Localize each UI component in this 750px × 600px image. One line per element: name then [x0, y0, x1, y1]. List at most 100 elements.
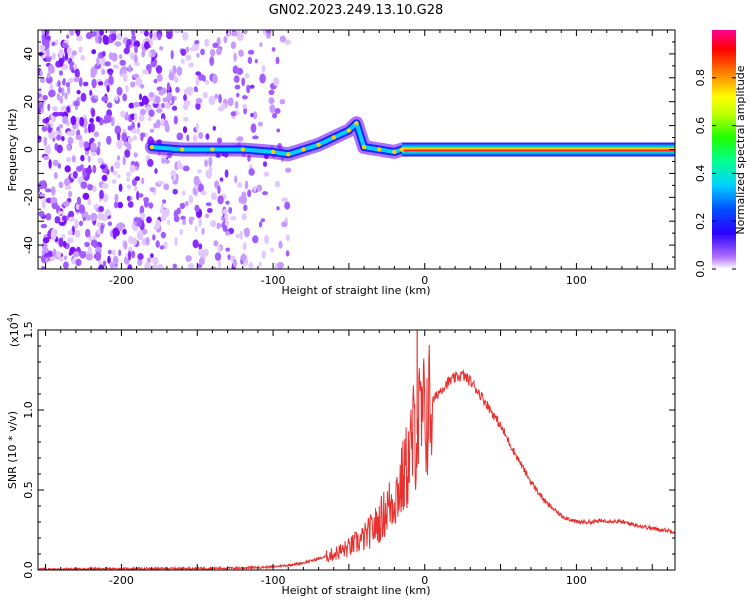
- heatmap-noise-cell: [135, 77, 143, 87]
- heatmap-noise-cell: [218, 94, 222, 104]
- heatmap-noise-cell: [184, 200, 189, 207]
- heatmap-noise-cell: [68, 210, 75, 219]
- heatmap-noise-cell: [275, 56, 280, 65]
- heatmap-noise-cell: [193, 175, 200, 186]
- heatmap-noise-cell: [242, 30, 248, 35]
- colorbar: 0.0 0.2 0.4 0.6 0.8 Normalized spectral ampl…: [694, 30, 747, 278]
- heatmap-noise-cell: [61, 215, 67, 222]
- heatmap-noise-cell: [68, 251, 72, 256]
- heatmap-noise-cell: [86, 253, 93, 261]
- heatmap-noise-cell: [38, 210, 45, 217]
- heatmap-noise-cell: [71, 155, 76, 163]
- heatmap-noise-cell: [227, 97, 234, 107]
- tick-label: 40: [22, 47, 35, 61]
- heatmap-noise-cell: [156, 108, 163, 113]
- heatmap-noise-cell: [138, 114, 145, 122]
- heatmap-noise-cell: [279, 35, 286, 43]
- heatmap-noise-cell: [114, 193, 119, 203]
- heatmap-noise-cell: [53, 172, 58, 179]
- heatmap-noise-cell: [109, 263, 116, 268]
- heatmap-noise-cell: [175, 86, 180, 93]
- heatmap-noise-cell: [68, 77, 73, 84]
- heatmap-noise-cell: [284, 39, 291, 45]
- heatmap-noise-cell: [41, 39, 49, 46]
- heatmap-noise-cell: [91, 108, 96, 118]
- tick-label: 0: [421, 574, 428, 587]
- heatmap-noise-cell: [89, 137, 95, 143]
- heatmap-noise-cell: [43, 196, 47, 204]
- heatmap-noise-cell: [103, 35, 109, 45]
- heatmap-noise-cell: [131, 30, 136, 37]
- heatmap-noise-cell: [259, 42, 263, 47]
- heatmap-noise-cell: [209, 49, 216, 57]
- tick-label: -100: [261, 574, 286, 587]
- heatmap-noise-field: [38, 30, 292, 269]
- heatmap-noise-cell: [114, 161, 121, 169]
- heatmap-noise-cell: [98, 264, 105, 269]
- heatmap-noise-cell: [46, 72, 51, 79]
- heatmap-noise-cell: [156, 263, 164, 269]
- heatmap-noise-cell: [112, 255, 119, 265]
- heatmap-noise-cell: [155, 219, 161, 229]
- heatmap-noise-cell: [252, 235, 259, 244]
- heatmap-noise-cell: [98, 81, 104, 86]
- heatmap-noise-cell: [216, 137, 223, 144]
- heatmap-noise-cell: [233, 52, 237, 63]
- heatmap-noise-cell: [140, 212, 146, 220]
- heatmap-noise-cell: [110, 116, 115, 127]
- snr-x-label: Height of straight line (km): [281, 584, 430, 597]
- heatmap-noise-cell: [66, 130, 72, 136]
- heatmap-noise-cell: [38, 114, 41, 122]
- heatmap-noise-cell: [218, 223, 222, 228]
- heatmap-noise-cell: [195, 97, 203, 104]
- heatmap-noise-cell: [146, 64, 152, 72]
- heatmap-noise-cell: [122, 72, 128, 83]
- heatmap-noise-cell: [56, 93, 61, 101]
- heatmap-noise-cell: [285, 234, 290, 242]
- heatmap-noise-cell: [274, 108, 281, 114]
- heatmap-noise-cell: [230, 111, 237, 117]
- heatmap-noise-cell: [69, 61, 75, 66]
- heatmap-noise-cell: [225, 247, 230, 252]
- heatmap-noise-cell: [145, 236, 150, 246]
- heatmap-noise-cell: [114, 95, 119, 101]
- tick-label: 0: [22, 146, 35, 153]
- snr-panel: -200 -100 0 100 0.0 0.5 1.0 1.5 Height of stra…: [6, 313, 676, 597]
- heatmap-noise-cell: [281, 197, 289, 203]
- heatmap-noise-cell: [78, 204, 85, 215]
- heatmap-x-ticks: -200 -100 0 100: [45, 30, 668, 287]
- tick-label: 0.6: [694, 117, 707, 135]
- heatmap-noise-cell: [58, 57, 64, 67]
- heatmap-noise-cell: [75, 30, 81, 37]
- heatmap-noise-cell: [102, 260, 107, 267]
- heatmap-noise-cell: [250, 123, 257, 133]
- heatmap-noise-cell: [91, 78, 97, 89]
- heatmap-noise-cell: [176, 160, 182, 169]
- heatmap-noise-cell: [66, 237, 74, 244]
- heatmap-noise-cell: [194, 40, 200, 45]
- heatmap-noise-cell: [246, 84, 251, 94]
- heatmap-noise-cell: [79, 220, 83, 227]
- heatmap-noise-cell: [151, 264, 159, 269]
- heatmap-noise-cell: [269, 104, 276, 114]
- heatmap-noise-cell: [92, 164, 97, 174]
- heatmap-noise-cell: [98, 205, 104, 213]
- heatmap-noise-cell: [74, 68, 80, 78]
- heatmap-noise-cell: [285, 167, 292, 173]
- heatmap-noise-cell: [95, 116, 101, 123]
- heatmap-noise-cell: [176, 132, 184, 141]
- heatmap-noise-cell: [38, 87, 43, 95]
- heatmap-noise-cell: [66, 85, 71, 95]
- heatmap-noise-cell: [104, 61, 111, 67]
- heatmap-noise-cell: [141, 50, 146, 58]
- tick-label: -200: [109, 274, 134, 287]
- heatmap-noise-cell: [90, 142, 97, 151]
- heatmap-noise-cell: [38, 96, 43, 104]
- heatmap-noise-cell: [198, 243, 203, 250]
- heatmap-noise-cell: [179, 229, 184, 235]
- heatmap-noise-cell: [139, 93, 142, 101]
- heatmap-noise-cell: [198, 257, 205, 266]
- heatmap-noise-cell: [172, 65, 177, 75]
- heatmap-noise-cell: [224, 220, 229, 227]
